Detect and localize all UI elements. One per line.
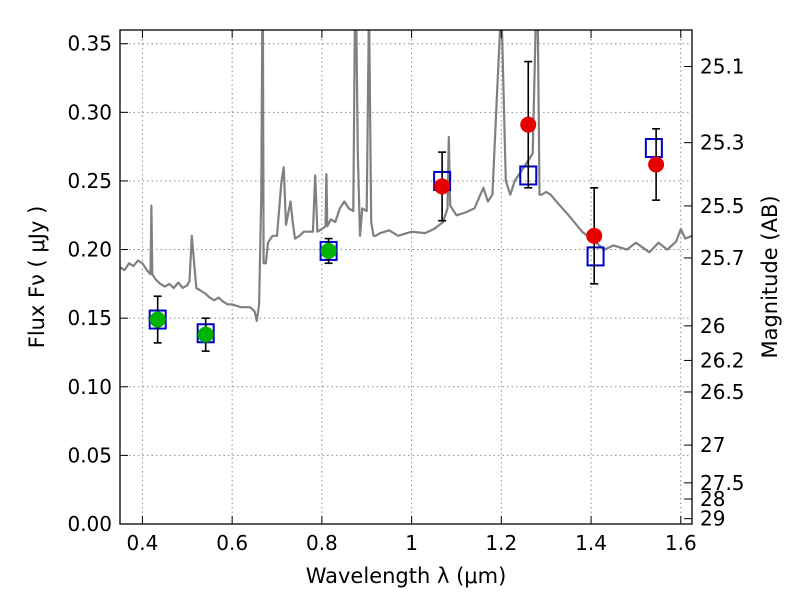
y2-axis-label: Magnitude (AB) [758,195,782,358]
model-square-marker [586,246,605,267]
data-point-near-infrared [586,227,603,244]
y2-tick-label: 27 [700,433,725,457]
data-markers [148,60,665,352]
y2-tick-label: 26 [700,314,725,338]
y-tick-label: 0.05 [67,443,112,467]
data-point-optical [149,311,166,328]
data-point-near-infrared [648,156,665,173]
y-tick-label: 0.10 [67,375,112,399]
y-tick-label: 0.30 [67,100,112,124]
y2-tick-label: 28 [700,487,725,511]
x-tick-label: 1 [405,531,418,555]
data-point-near-infrared [520,116,537,133]
x-tick-label: 0.8 [306,531,338,555]
x-tick-label: 1.6 [665,531,697,555]
y-tick-label: 0.25 [67,169,112,193]
data-point-optical [320,242,337,259]
grid-lines [120,30,692,525]
x-tick-label: 0.4 [127,531,159,555]
spectrum-line [120,30,692,322]
x-axis-label: Wavelength λ (μm) [306,564,507,588]
x-tick-label: 1.4 [575,531,607,555]
data-point-optical [197,326,214,343]
x-tick-label: 1.2 [485,531,517,555]
y-axis-label: Flux Fν ( μJy ) [25,206,49,349]
y-tick-label: 0.00 [67,512,112,536]
axis-ticks: 0.4 0.6 0.8 1 1.2 1.4 1.6 0.00 0.05 0.10 0.15 0.20 0… [67,30,745,555]
model-square-marker [644,138,663,159]
data-point-near-infrared [434,178,451,195]
spectrum-layer [120,30,692,322]
y2-tick-label: 25.5 [700,194,745,218]
y2-tick-label: 26.5 [700,380,745,404]
plot-frame [119,29,693,525]
x-tick-label: 0.6 [216,531,248,555]
y2-tick-label: 25.3 [700,131,745,155]
y-tick-label: 0.15 [67,306,112,330]
y-tick-label: 0.20 [67,238,112,262]
y2-tick-label: 26.2 [700,348,745,372]
y2-tick-label: 25.1 [700,55,745,79]
y-tick-label: 0.35 [67,32,112,56]
y2-tick-label: 27.5 [700,471,745,495]
y2-tick-label: 25.7 [700,246,745,270]
y2-tick-label: 29 [700,507,725,531]
